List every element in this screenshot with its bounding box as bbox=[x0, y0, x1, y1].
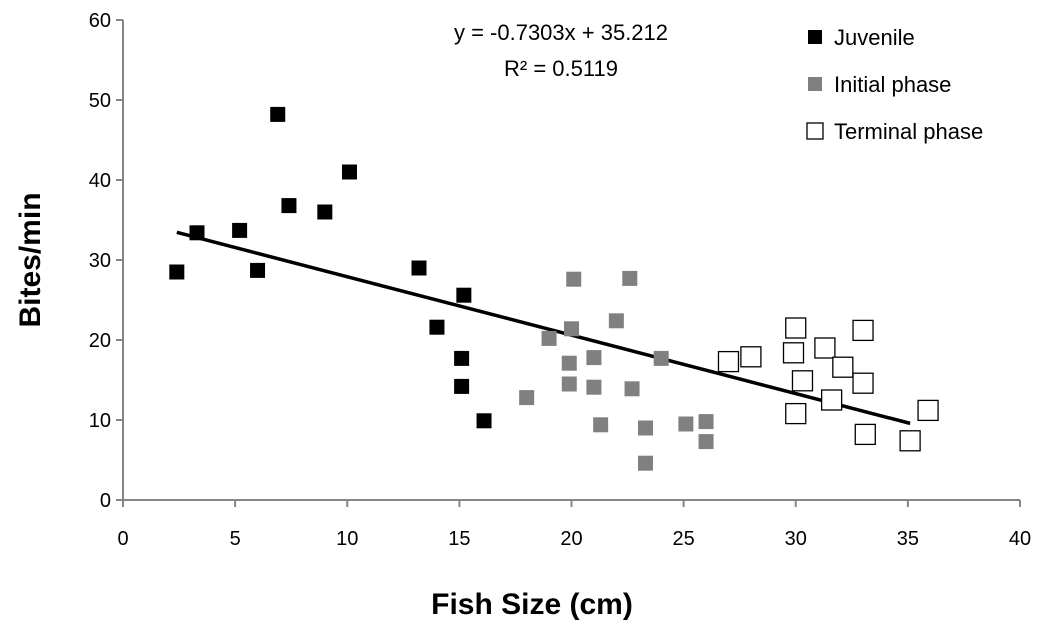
trendline-equation: y = -0.7303x + 35.212 bbox=[454, 20, 668, 45]
y-axis-ticks: 0 10 20 30 40 50 60 bbox=[89, 10, 123, 512]
legend-marker-juvenile bbox=[808, 30, 822, 44]
data-point-initial-phase bbox=[586, 350, 602, 366]
legend-label-juvenile: Juvenile bbox=[834, 25, 915, 50]
legend-label-terminal-phase: Terminal phase bbox=[834, 119, 983, 144]
data-point-initial-phase bbox=[698, 434, 714, 450]
data-point-initial-phase bbox=[653, 350, 669, 366]
data-point-initial-phase bbox=[622, 270, 638, 286]
data-point-terminal-phase bbox=[814, 337, 836, 359]
data-point-juvenile bbox=[476, 413, 492, 429]
data-point-initial-phase bbox=[561, 376, 577, 392]
x-axis-ticks: 0 5 10 15 20 25 30 35 40 bbox=[117, 500, 1031, 550]
data-point-terminal-phase bbox=[782, 342, 805, 364]
data-point-initial-phase bbox=[638, 420, 654, 436]
y-tick-label: 60 bbox=[89, 10, 111, 32]
data-points bbox=[169, 106, 939, 471]
data-point-terminal-phase bbox=[740, 346, 762, 368]
trendline-r-squared: R² = 0.5119 bbox=[504, 56, 618, 81]
data-point-initial-phase bbox=[561, 355, 577, 371]
data-point-juvenile bbox=[456, 287, 472, 303]
data-point-terminal-phase bbox=[832, 356, 854, 378]
data-point-juvenile bbox=[429, 319, 445, 335]
x-tick-label: 10 bbox=[336, 528, 358, 550]
data-point-initial-phase bbox=[624, 381, 640, 397]
data-point-juvenile bbox=[189, 225, 205, 241]
data-point-juvenile bbox=[270, 106, 286, 122]
y-axis-title: Bites/min bbox=[14, 192, 47, 327]
data-point-initial-phase bbox=[541, 330, 557, 346]
data-point-juvenile bbox=[317, 204, 333, 220]
data-point-terminal-phase bbox=[917, 399, 939, 422]
data-point-initial-phase bbox=[566, 271, 582, 287]
x-tick-label: 35 bbox=[897, 528, 919, 550]
y-tick-label: 10 bbox=[89, 410, 111, 432]
legend: Juvenile Initial phase Terminal phase bbox=[806, 25, 983, 144]
y-tick-label: 30 bbox=[89, 250, 111, 272]
data-point-initial-phase bbox=[678, 416, 694, 432]
data-point-terminal-phase bbox=[854, 423, 876, 446]
y-tick-label: 50 bbox=[89, 90, 111, 112]
data-point-terminal-phase bbox=[717, 350, 740, 373]
data-point-initial-phase bbox=[638, 455, 654, 471]
y-tick-label: 20 bbox=[89, 330, 111, 352]
data-point-juvenile bbox=[169, 264, 185, 280]
y-tick-label: 40 bbox=[89, 170, 111, 192]
data-point-juvenile bbox=[250, 262, 266, 278]
trendline bbox=[176, 230, 911, 426]
data-point-juvenile bbox=[454, 378, 470, 394]
x-tick-label: 30 bbox=[785, 528, 807, 550]
trendline-group bbox=[176, 230, 911, 426]
x-tick-label: 20 bbox=[560, 528, 582, 550]
data-point-terminal-phase bbox=[785, 317, 807, 339]
data-point-juvenile bbox=[232, 222, 248, 238]
y-tick-label: 0 bbox=[100, 490, 111, 512]
data-point-terminal-phase bbox=[899, 430, 921, 452]
x-tick-label: 40 bbox=[1009, 528, 1031, 550]
data-point-terminal-phase bbox=[791, 370, 814, 392]
legend-label-initial-phase: Initial phase bbox=[834, 72, 951, 97]
legend-marker-terminal-phase bbox=[806, 122, 824, 140]
data-point-terminal-phase bbox=[820, 389, 843, 411]
data-point-initial-phase bbox=[586, 379, 602, 395]
x-tick-label: 0 bbox=[117, 528, 128, 550]
data-point-juvenile bbox=[341, 164, 357, 180]
data-point-initial-phase bbox=[608, 313, 624, 329]
data-point-juvenile bbox=[454, 350, 470, 366]
x-tick-label: 15 bbox=[448, 528, 470, 550]
data-point-juvenile bbox=[411, 260, 427, 276]
data-point-terminal-phase bbox=[852, 372, 874, 394]
data-point-initial-phase bbox=[564, 321, 579, 337]
data-point-terminal-phase bbox=[852, 319, 874, 342]
data-point-initial-phase bbox=[593, 417, 609, 433]
x-axis-title: Fish Size (cm) bbox=[431, 588, 633, 621]
data-point-juvenile bbox=[281, 198, 297, 214]
data-point-initial-phase bbox=[519, 390, 535, 406]
data-point-terminal-phase bbox=[785, 402, 807, 425]
data-point-initial-phase bbox=[698, 414, 714, 430]
x-tick-label: 25 bbox=[673, 528, 695, 550]
x-tick-label: 5 bbox=[230, 528, 241, 550]
legend-marker-initial-phase bbox=[808, 77, 822, 91]
